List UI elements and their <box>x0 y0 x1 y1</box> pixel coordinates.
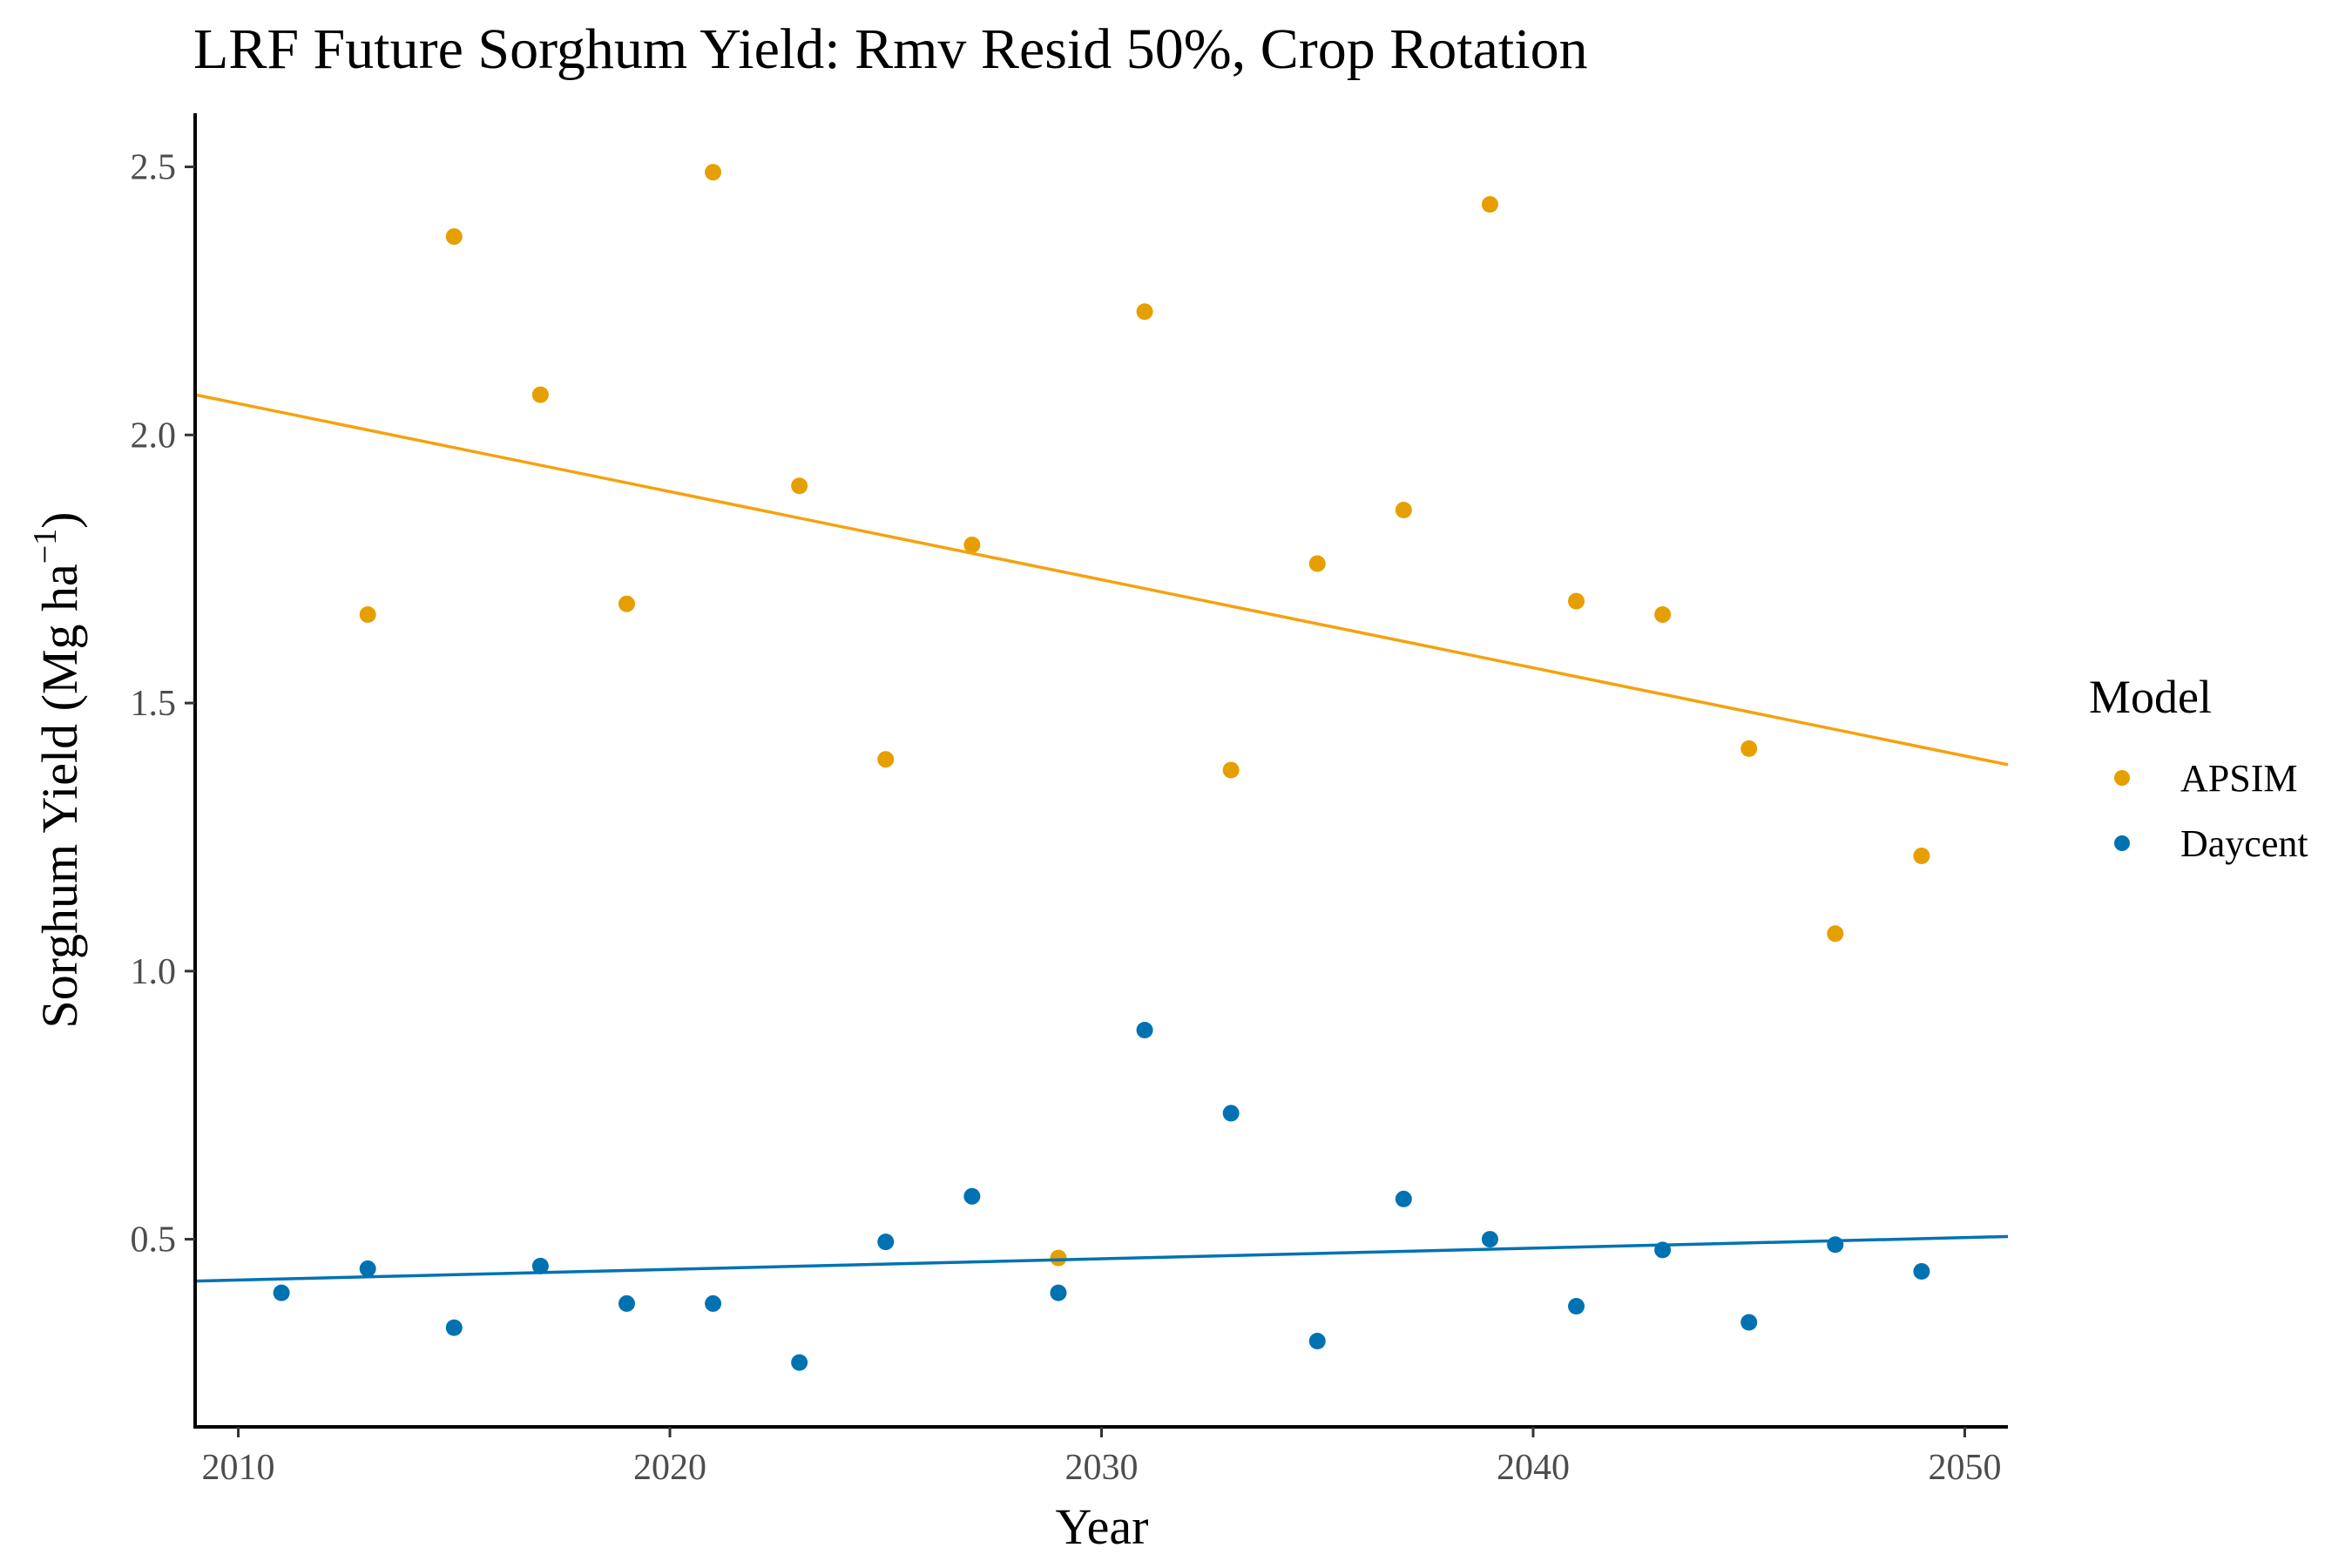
apsim-point <box>1481 196 1498 213</box>
daycent-point <box>791 1354 808 1371</box>
apsim-point <box>1050 1249 1067 1267</box>
plot-area <box>194 164 2009 1371</box>
y-tick-label: 2.5 <box>131 148 177 188</box>
daycent-point <box>445 1319 463 1336</box>
apsim-point <box>618 595 635 612</box>
y-axis-title-main: Sorghum Yield (Mg ha <box>31 564 88 1028</box>
daycent-point <box>1050 1284 1067 1301</box>
daycent-point <box>877 1233 895 1251</box>
x-tick-label: 2010 <box>202 1448 275 1488</box>
daycent-point <box>1222 1105 1240 1122</box>
daycent-point <box>1827 1236 1844 1254</box>
apsim-point <box>1136 303 1153 321</box>
daycent-trend-line <box>194 1234 2009 1283</box>
y-axis-ticks: 0.5 1.0 1.5 2.0 2.5 <box>131 148 195 1260</box>
x-tick-label: 2020 <box>633 1448 706 1488</box>
apsim-point <box>1222 761 1240 779</box>
daycent-point <box>1913 1263 1930 1281</box>
daycent-point <box>1308 1333 1326 1350</box>
x-tick-label: 2040 <box>1497 1448 1570 1488</box>
x-tick-label: 2030 <box>1065 1448 1139 1488</box>
daycent-point <box>1136 1022 1153 1039</box>
daycent-point <box>618 1294 635 1312</box>
daycent-point <box>273 1284 290 1301</box>
y-tick-label: 0.5 <box>131 1220 177 1260</box>
apsim-point <box>1740 740 1758 757</box>
daycent-point <box>963 1187 981 1205</box>
daycent-point <box>359 1260 376 1277</box>
legend-key-daycent <box>2114 835 2130 851</box>
legend-title: Model <box>2089 671 2212 723</box>
x-axis-title: Year <box>1056 1498 1149 1555</box>
apsim-point <box>1568 592 1585 610</box>
apsim-point <box>705 164 722 181</box>
apsim-point <box>1308 555 1326 572</box>
legend-key-apsim <box>2114 770 2130 786</box>
daycent-point <box>705 1294 722 1312</box>
legend-label-apsim: APSIM <box>2180 757 2298 800</box>
apsim-point <box>1654 606 1672 624</box>
daycent-point <box>1740 1314 1758 1331</box>
y-axis-title-exponent: −1 <box>27 529 64 564</box>
daycent-point <box>1481 1231 1498 1248</box>
x-axis-ticks: 2010 2020 2030 2040 2050 <box>202 1427 2001 1488</box>
y-tick-label: 1.0 <box>131 952 177 992</box>
apsim-point <box>1827 925 1844 943</box>
y-axis-title: Sorghum Yield (Mg ha−1) <box>27 511 88 1028</box>
apsim-point <box>445 228 463 246</box>
apsim-point <box>1913 847 1930 864</box>
apsim-point <box>791 477 808 495</box>
apsim-point <box>963 536 981 553</box>
apsim-trend-line <box>194 393 2009 767</box>
apsim-point <box>359 606 376 624</box>
chart-title: LRF Future Sorghum Yield: Rmv Resid 50%,… <box>193 17 1588 81</box>
apsim-point <box>877 751 895 768</box>
y-tick-label: 2.0 <box>131 416 177 456</box>
x-tick-label: 2050 <box>1928 1448 2001 1488</box>
apsim-point <box>531 386 549 403</box>
daycent-point <box>1395 1190 1412 1207</box>
legend-label-daycent: Daycent <box>2180 822 2308 865</box>
y-tick-label: 1.5 <box>131 684 177 724</box>
legend: Model APSIM Daycent <box>2089 671 2308 865</box>
daycent-point <box>1568 1298 1585 1315</box>
apsim-point <box>1395 501 1412 518</box>
y-axis-title-close: ) <box>31 511 88 528</box>
daycent-point <box>531 1257 549 1274</box>
